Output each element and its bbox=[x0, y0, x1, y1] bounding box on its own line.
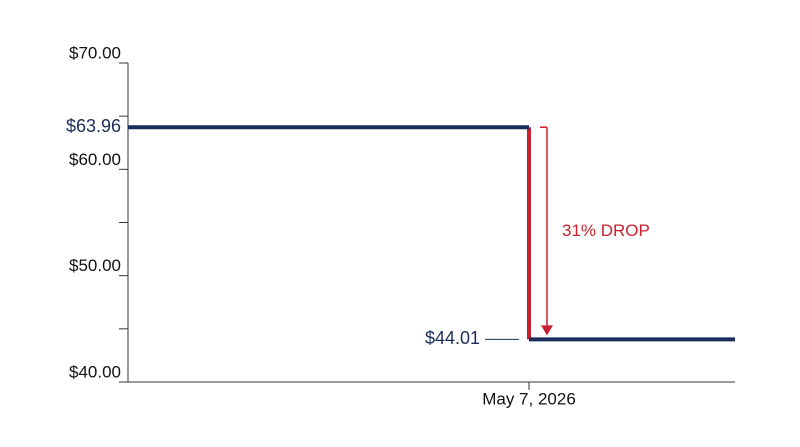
value-label: $44.01 bbox=[425, 328, 480, 348]
arrow-head bbox=[541, 325, 553, 336]
y-tick-label: $60.00 bbox=[69, 150, 121, 169]
y-tick-label: $40.00 bbox=[69, 362, 121, 381]
annotation: 31% DROP bbox=[562, 221, 650, 240]
x-tick-label: May 7, 2026 bbox=[482, 389, 576, 408]
y-tick-label: $70.00 bbox=[69, 43, 121, 62]
y-tick-label: $50.00 bbox=[69, 256, 121, 275]
value-label: $63.96 bbox=[66, 116, 121, 136]
